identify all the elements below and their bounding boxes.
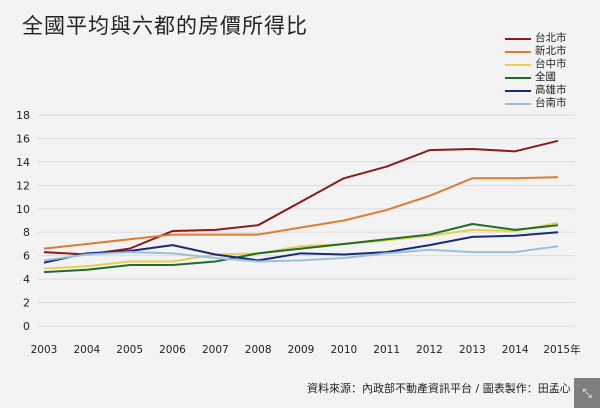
x-tick-label: 2014 <box>502 344 529 356</box>
x-tick-label: 2009 <box>288 344 315 356</box>
x-tick-label: 2011 <box>373 344 400 356</box>
legend-item: 台南市 <box>505 97 567 110</box>
legend: 台北市 新北市 台中市 全國 高雄市 台南市 <box>505 32 567 110</box>
y-tick-label: 12 <box>16 179 30 192</box>
series-line-高雄市 <box>43 231 559 264</box>
y-tick-label: 2 <box>23 297 30 310</box>
legend-label: 台南市 <box>535 97 567 109</box>
legend-swatch <box>505 76 531 79</box>
legend-item: 台中市 <box>505 58 567 71</box>
legend-label: 台北市 <box>535 32 567 44</box>
y-tick-label: 8 <box>23 226 30 239</box>
legend-item: 高雄市 <box>505 84 567 97</box>
x-tick-label: 2003 <box>31 344 58 356</box>
chart-title: 全國平均與六都的房價所得比 <box>22 14 308 38</box>
series-line-台中市 <box>43 221 559 270</box>
x-tick-label: 2012 <box>416 344 443 356</box>
x-tick-label: 2015年 <box>543 343 580 356</box>
x-tick-label: 2008 <box>245 344 272 356</box>
y-tick-label: 4 <box>23 273 30 286</box>
legend-item: 全國 <box>505 71 567 84</box>
expand-icon[interactable]: ⤡ <box>574 378 600 408</box>
legend-label: 新北市 <box>535 45 567 57</box>
series-line-台南市 <box>43 245 559 263</box>
legend-swatch <box>505 102 531 105</box>
legend-label: 台中市 <box>535 58 567 70</box>
series-line-台北市 <box>43 139 559 256</box>
legend-label: 全國 <box>535 71 556 83</box>
y-tick-label: 16 <box>16 132 30 145</box>
y-tick-label: 18 <box>16 109 30 122</box>
legend-item: 台北市 <box>505 32 567 45</box>
legend-swatch <box>505 89 531 92</box>
x-tick-label: 2006 <box>159 344 186 356</box>
legend-item: 新北市 <box>505 45 567 58</box>
y-tick-label: 0 <box>23 320 30 333</box>
y-tick-label: 14 <box>16 156 30 169</box>
legend-swatch <box>505 50 531 53</box>
legend-swatch <box>505 37 531 40</box>
legend-swatch <box>505 63 531 66</box>
series-line-全國 <box>43 223 559 274</box>
y-tick-label: 6 <box>23 250 30 263</box>
source-note: 資料來源：內政部不動產資訊平台 / 圖表製作：田孟心 <box>307 382 571 395</box>
x-tick-label: 2013 <box>459 344 486 356</box>
x-tick-label: 2005 <box>116 344 143 356</box>
y-tick-label: 10 <box>16 203 30 216</box>
x-tick-label: 2004 <box>73 344 100 356</box>
x-tick-label: 2010 <box>330 344 357 356</box>
series-line-新北市 <box>43 176 559 250</box>
x-tick-label: 2007 <box>202 344 229 356</box>
legend-label: 高雄市 <box>535 84 567 96</box>
